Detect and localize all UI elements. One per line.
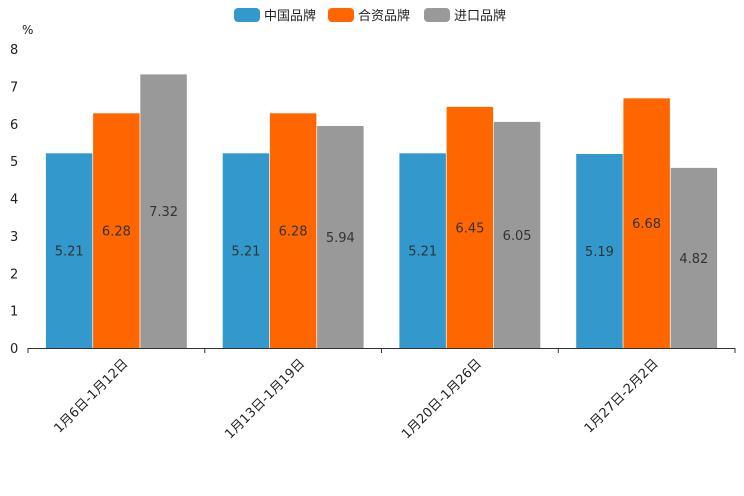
bar — [576, 154, 623, 348]
bar-value-label: 6.45 — [455, 222, 484, 237]
y-tick-label: 6 — [10, 118, 18, 133]
legend: 中国品牌 合资品牌 进口品牌 — [234, 8, 506, 24]
bar — [399, 153, 446, 348]
y-axis-unit-label: % — [22, 23, 33, 37]
x-tick-label: 1月13日-1月19日 — [222, 356, 308, 442]
bar — [140, 74, 187, 349]
x-tick-label: 1月27日-2月2日 — [582, 356, 662, 436]
bar-value-label: 5.21 — [408, 245, 437, 260]
bar — [493, 121, 541, 349]
bar-value-label: 5.21 — [55, 245, 84, 260]
y-tick-label: 4 — [10, 193, 18, 208]
bar — [670, 167, 718, 348]
y-tick-label: 2 — [10, 267, 18, 282]
bar-value-label: 5.19 — [585, 245, 614, 260]
legend-swatch — [328, 8, 354, 22]
bar-value-label: 6.05 — [503, 229, 532, 244]
legend-label: 中国品牌 — [264, 8, 316, 24]
bar — [623, 98, 670, 348]
plot-area: 5.21 6.28 7.32 5.21 6.28 5.94 5.21 6.45 6.05 5.19… — [45, 74, 718, 349]
y-tick-label: 5 — [10, 155, 18, 170]
bar — [45, 153, 93, 348]
y-axis: 0 1 2 3 4 5 6 7 8 — [10, 43, 18, 357]
y-tick-label: 8 — [10, 43, 18, 58]
bar-value-label: 7.32 — [149, 205, 178, 220]
x-axis: 1月6日-1月12日 1月13日-1月19日 1月20日-1月26日 1月27日-2月… — [27, 348, 736, 442]
bar-value-label: 6.28 — [102, 225, 131, 240]
bar-value-label: 4.82 — [679, 252, 708, 267]
bar-value-label: 6.68 — [632, 217, 661, 232]
legend-label: 进口品牌 — [454, 8, 506, 24]
bar — [93, 113, 140, 348]
bar — [222, 153, 270, 348]
x-tick-label: 1月20日-1月26日 — [399, 356, 485, 442]
y-tick-label: 1 — [10, 305, 18, 320]
legend-swatch — [234, 8, 260, 22]
bar-value-label: 6.28 — [279, 225, 308, 240]
bar-value-label: 5.94 — [326, 231, 355, 246]
bar — [317, 126, 364, 348]
y-tick-label: 3 — [10, 230, 18, 245]
y-tick-label: 7 — [10, 80, 18, 95]
y-tick-label: 0 — [10, 342, 18, 357]
bar-value-label: 5.21 — [231, 245, 260, 260]
legend-label: 合资品牌 — [358, 8, 410, 24]
legend-swatch — [424, 8, 450, 22]
x-tick-label: 1月6日-1月12日 — [52, 356, 132, 436]
bar — [269, 113, 317, 348]
bar — [446, 106, 494, 349]
